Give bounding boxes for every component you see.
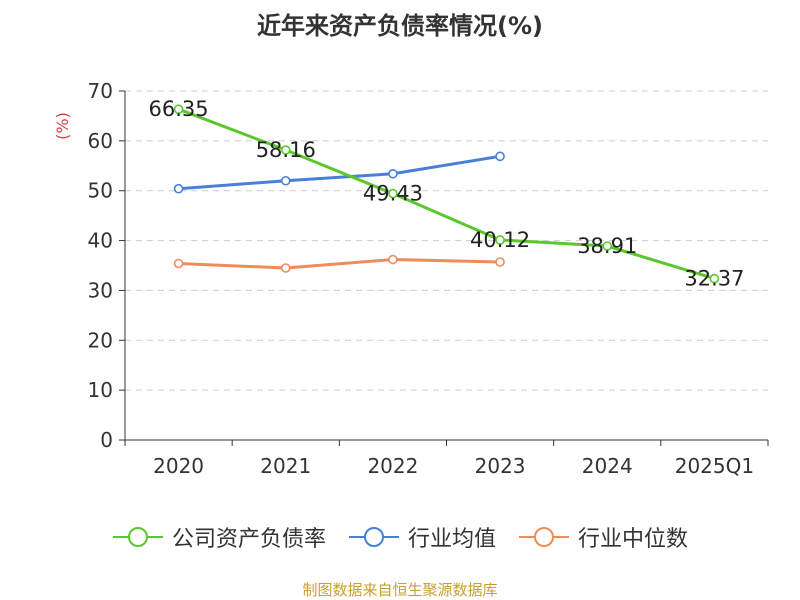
x-tick-label: 2022 bbox=[367, 454, 418, 478]
legend-item-0[interactable]: 公司资产负债率 bbox=[112, 521, 326, 553]
y-tick-label: 10 bbox=[88, 378, 113, 402]
data-point bbox=[388, 168, 398, 179]
legend-marker-icon bbox=[348, 527, 399, 547]
source-footer: 制图数据来自恒生聚源数据库 bbox=[302, 581, 498, 599]
chart-title: 近年来资产负债率情况(%) bbox=[257, 12, 543, 40]
axes: 0 10 20 30 40 50 60 70 (%) 2020 2021 2022 2023 2024 20… bbox=[53, 79, 769, 478]
data-label: 40.12 bbox=[470, 228, 530, 252]
data-point bbox=[388, 254, 398, 265]
series-line-0 bbox=[178, 107, 715, 281]
data-label: 49.43 bbox=[363, 182, 423, 206]
data-point bbox=[173, 258, 184, 269]
x-tick-label: 2023 bbox=[475, 454, 526, 478]
y-tick-label: 0 bbox=[100, 428, 113, 452]
series-line-1 bbox=[178, 154, 501, 191]
data-label: 32.37 bbox=[684, 267, 744, 291]
legend-label: 行业中位数 bbox=[578, 527, 689, 552]
grid-lines bbox=[125, 90, 768, 391]
data-point bbox=[173, 104, 184, 114]
data-point bbox=[173, 183, 184, 194]
y-tick-label: 20 bbox=[88, 328, 113, 352]
legend: 公司资产负债率 行业均值 行业中位数 bbox=[0, 520, 800, 554]
y-tick-label: 30 bbox=[88, 278, 113, 302]
y-tick-label: 40 bbox=[88, 229, 113, 253]
data-point bbox=[495, 257, 505, 267]
data-point bbox=[495, 151, 505, 162]
data-point bbox=[280, 263, 291, 273]
data-label: 58.16 bbox=[256, 138, 316, 162]
data-labels: 66.35 58.16 49.43 40.12 38.91 32.37 bbox=[149, 97, 745, 290]
y-tick-label: 70 bbox=[88, 79, 113, 103]
x-tick-label: 2025Q1 bbox=[675, 454, 754, 478]
series-line-2 bbox=[178, 258, 501, 270]
legend-label: 公司资产负债率 bbox=[171, 527, 326, 552]
data-label: 38.91 bbox=[577, 234, 637, 258]
y-tick-label: 60 bbox=[88, 129, 113, 153]
y-axis-title: (%) bbox=[53, 112, 72, 140]
legend-label: 行业均值 bbox=[407, 527, 496, 552]
data-point bbox=[495, 235, 505, 245]
y-tick-label: 50 bbox=[88, 179, 113, 203]
x-tick-label: 2021 bbox=[260, 454, 311, 478]
legend-marker-icon bbox=[519, 527, 569, 547]
legend-marker-icon bbox=[112, 527, 163, 547]
data-point bbox=[280, 175, 291, 186]
series-lines bbox=[173, 104, 720, 284]
data-point bbox=[709, 273, 720, 284]
data-point bbox=[280, 145, 291, 155]
data-label: 66.35 bbox=[149, 97, 209, 121]
legend-item-1[interactable]: 行业均值 bbox=[348, 521, 496, 553]
x-tick-label: 2024 bbox=[582, 454, 633, 478]
legend-item-2[interactable]: 行业中位数 bbox=[518, 521, 688, 553]
data-point bbox=[602, 241, 613, 251]
data-point bbox=[388, 188, 398, 199]
x-tick-label: 2020 bbox=[153, 454, 204, 478]
